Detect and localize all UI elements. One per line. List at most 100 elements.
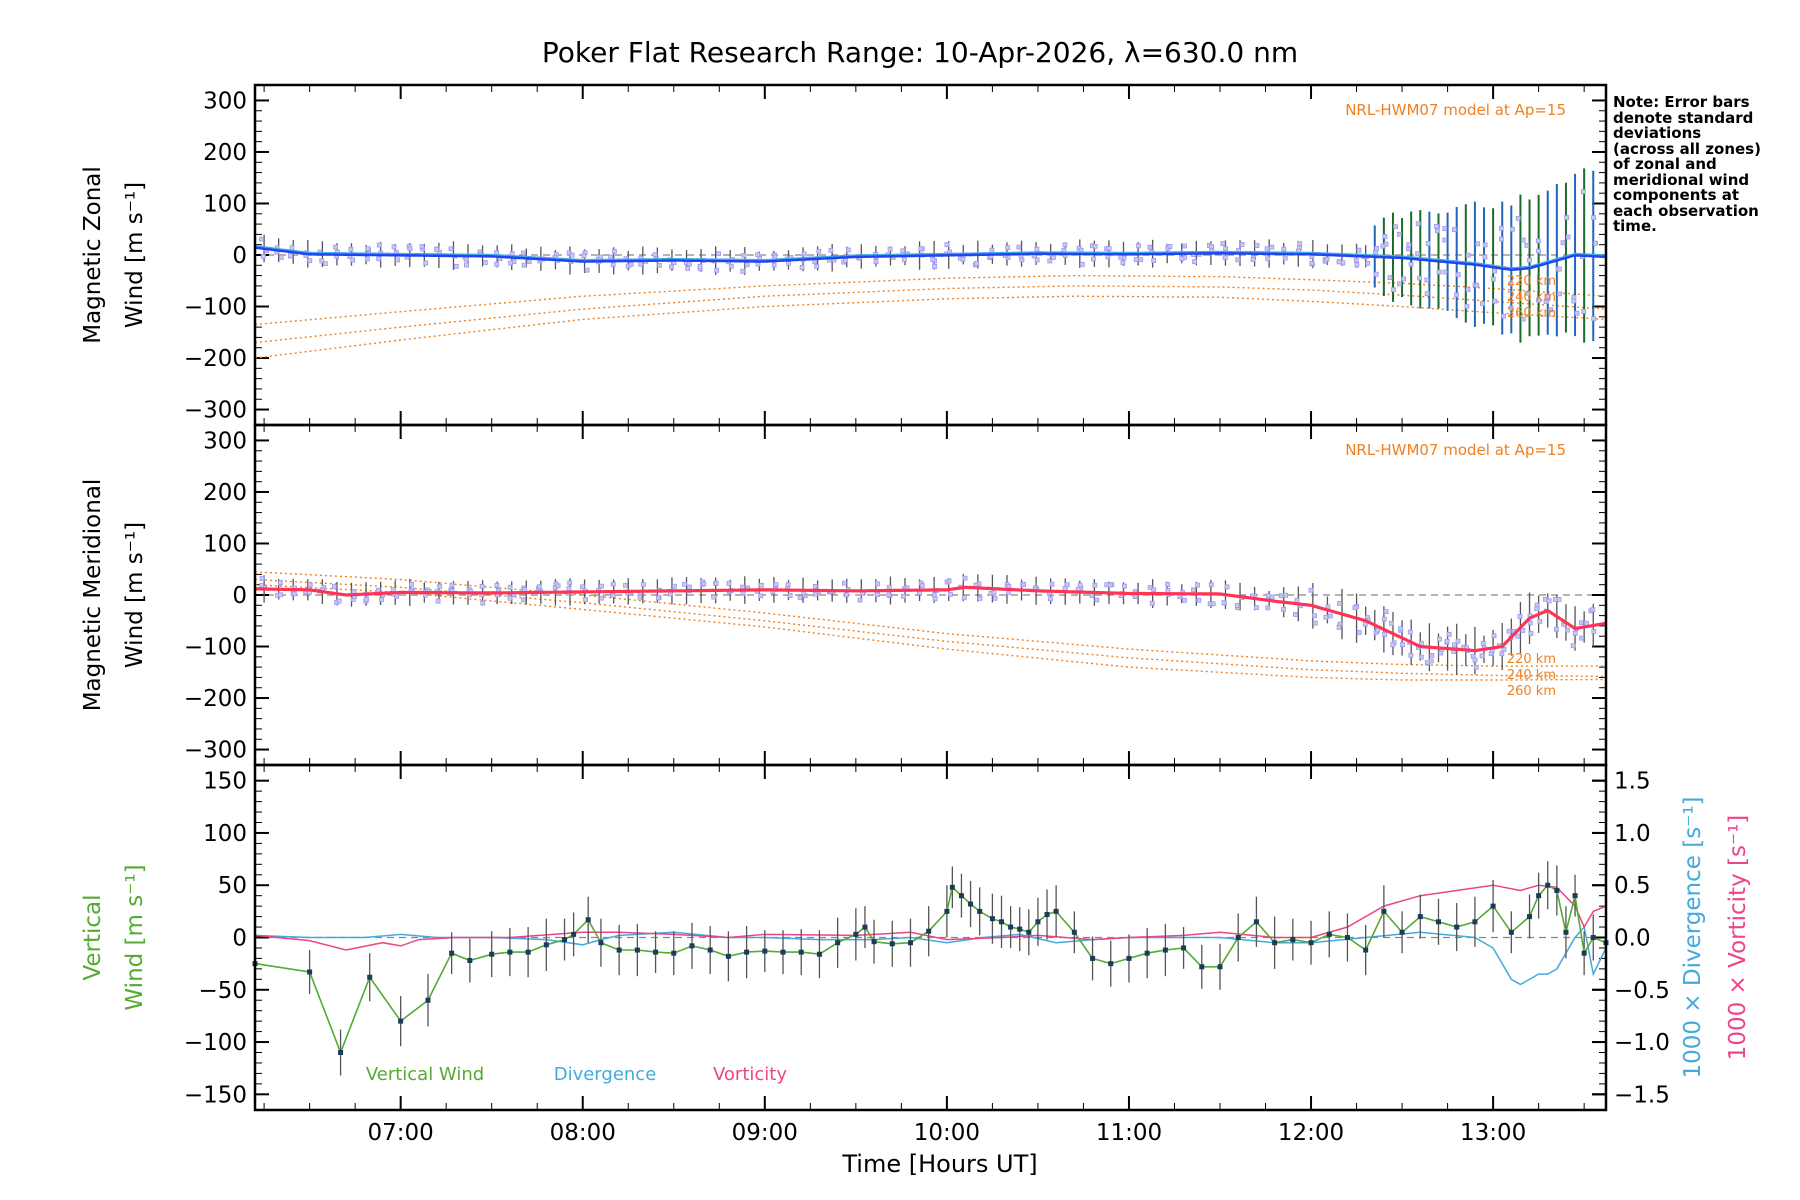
sample-point bbox=[1308, 587, 1314, 593]
vertical-wind-point bbox=[1217, 964, 1223, 970]
sample-point bbox=[1537, 619, 1543, 624]
sample-point bbox=[1354, 262, 1360, 268]
sample-point bbox=[507, 595, 513, 601]
vertical-wind-point bbox=[1253, 919, 1259, 925]
sample-point bbox=[728, 263, 734, 269]
vertical-wind-point bbox=[1071, 929, 1077, 935]
y-tick-label: −300 bbox=[184, 738, 247, 764]
vertical-wind-point bbox=[835, 940, 841, 946]
sample-point bbox=[322, 261, 328, 267]
y-tick-label: 100 bbox=[203, 821, 247, 847]
sample-point bbox=[1515, 633, 1521, 639]
sample-point bbox=[1520, 316, 1526, 322]
sample-point bbox=[1393, 224, 1398, 230]
model-label: 240 km bbox=[1507, 290, 1556, 305]
vertical-wind-point bbox=[1399, 929, 1405, 935]
sample-point bbox=[714, 267, 720, 273]
x-axis: 07:00 08:00 09:00 10:00 11:00 12:00 13:00 bbox=[368, 1120, 1527, 1146]
sample-point bbox=[1106, 246, 1112, 251]
vertical-wind-point bbox=[1536, 893, 1542, 899]
sample-point bbox=[1557, 266, 1562, 272]
sample-point bbox=[1182, 243, 1188, 249]
sample-point bbox=[1591, 316, 1597, 322]
y-tick-label: 300 bbox=[203, 88, 247, 114]
sample-point bbox=[1525, 290, 1531, 296]
sample-point bbox=[1294, 597, 1300, 603]
sample-point bbox=[1278, 593, 1284, 599]
model-line bbox=[254, 295, 1607, 359]
vertical-wind-point bbox=[1199, 964, 1205, 970]
x-tick-label: 12:00 bbox=[1278, 1120, 1344, 1146]
sample-point bbox=[685, 265, 691, 271]
vertical-wind-point bbox=[1344, 935, 1350, 940]
sample-point bbox=[1442, 269, 1448, 275]
sample-point bbox=[992, 595, 998, 601]
sample-point bbox=[1120, 260, 1126, 266]
vertical-wind-point bbox=[949, 884, 955, 890]
sample-point bbox=[1235, 257, 1241, 263]
y-tick-label: 200 bbox=[203, 140, 247, 166]
sample-point bbox=[407, 246, 413, 252]
sample-point bbox=[799, 264, 805, 270]
y-axis-label: Magnetic Zonal bbox=[80, 166, 106, 344]
vertical-wind-point bbox=[1454, 924, 1460, 930]
vertical-wind-point bbox=[907, 940, 913, 946]
sample-point bbox=[1536, 297, 1541, 303]
sample-point bbox=[801, 251, 807, 257]
sample-point bbox=[463, 256, 469, 262]
sample-point bbox=[1356, 247, 1362, 253]
sample-point bbox=[521, 250, 526, 256]
sample-point bbox=[1510, 226, 1515, 232]
x-tick-label: 07:00 bbox=[368, 1120, 434, 1146]
sample-point bbox=[1543, 299, 1549, 305]
y-axis-label: Wind [m s⁻¹] bbox=[122, 182, 148, 328]
sample-point bbox=[1373, 271, 1379, 277]
sample-point bbox=[536, 584, 542, 590]
sample-point bbox=[1554, 626, 1559, 632]
note-line: (across all zones) bbox=[1613, 139, 1761, 158]
y-right-tick-label: 0.0 bbox=[1614, 926, 1651, 952]
vertical-wind-point bbox=[543, 942, 549, 948]
sample-point bbox=[655, 595, 661, 601]
sample-point bbox=[711, 594, 717, 600]
sample-point bbox=[1312, 613, 1317, 619]
sample-point bbox=[1165, 582, 1171, 587]
sample-point bbox=[843, 592, 849, 598]
sample-point bbox=[758, 593, 764, 599]
vertical-wind-point bbox=[525, 949, 531, 955]
sample-point bbox=[637, 594, 643, 600]
sample-point bbox=[773, 582, 779, 588]
note-line: each observation bbox=[1613, 201, 1759, 220]
sample-point bbox=[391, 587, 396, 593]
sample-point bbox=[1382, 632, 1388, 637]
sample-point bbox=[1564, 215, 1570, 220]
vertical-wind-point bbox=[671, 950, 677, 956]
sample-point bbox=[1396, 231, 1402, 237]
vertical-wind-point bbox=[1508, 929, 1514, 935]
x-tick-label: 13:00 bbox=[1460, 1120, 1526, 1146]
sample-point bbox=[494, 583, 500, 588]
vertical-wind-point bbox=[598, 940, 604, 946]
sample-point bbox=[1591, 629, 1597, 634]
vertical-wind-point bbox=[1162, 947, 1168, 953]
sample-point bbox=[1195, 582, 1201, 588]
sample-point bbox=[1089, 593, 1095, 598]
sample-point bbox=[1442, 237, 1448, 243]
x-tick-label: 10:00 bbox=[914, 1120, 980, 1146]
legend-item: Vorticity bbox=[713, 1064, 787, 1085]
sample-point bbox=[1455, 638, 1461, 644]
vertical-wind-point bbox=[653, 949, 659, 955]
sample-point bbox=[278, 580, 283, 586]
sample-point bbox=[278, 592, 284, 598]
sample-point bbox=[787, 593, 793, 598]
model-line bbox=[254, 584, 1606, 681]
sample-point bbox=[1520, 237, 1526, 243]
sample-point bbox=[843, 257, 848, 263]
panel-frame bbox=[253, 763, 1608, 1112]
sample-point bbox=[1465, 287, 1471, 292]
sample-point bbox=[1077, 582, 1083, 588]
sample-point bbox=[448, 246, 454, 252]
sample-point bbox=[944, 242, 950, 248]
sample-point bbox=[1401, 276, 1406, 282]
sample-point bbox=[845, 247, 851, 253]
